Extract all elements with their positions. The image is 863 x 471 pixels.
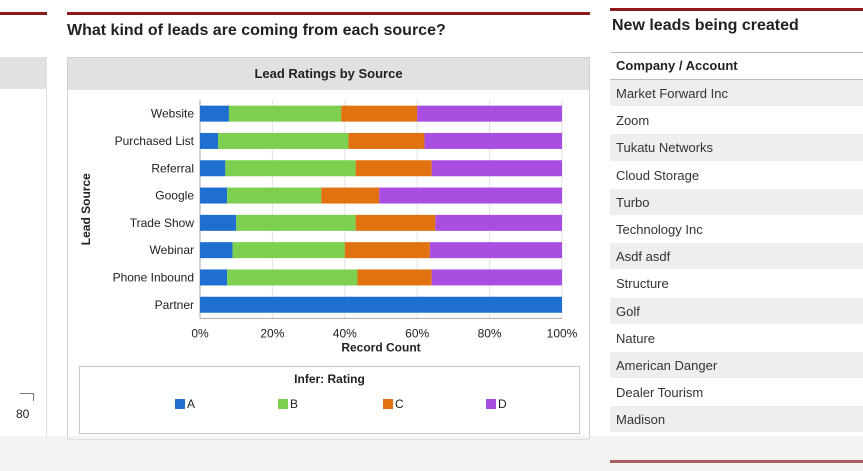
left-divider — [46, 89, 47, 437]
bottom-accent-bar — [610, 460, 863, 463]
lead-ratings-chart[interactable]: Lead Ratings by Source 0% 20% 40% 60% 80% 100… — [67, 57, 590, 440]
x-tick-label: 40% — [333, 326, 357, 340]
legend-item-d: D — [486, 397, 507, 411]
bottom-scroll-area — [0, 436, 863, 471]
table-row[interactable]: Asdf asdf — [610, 243, 863, 271]
table-row[interactable]: Turbo — [610, 188, 863, 216]
x-tick-label: 0% — [191, 326, 209, 340]
legend-swatch-a — [175, 399, 185, 409]
chart-title: Lead Ratings by Source — [68, 58, 589, 90]
right-heading: New leads being created — [612, 17, 799, 34]
legend-label-a: A — [187, 397, 196, 411]
x-tick-label: 20% — [260, 326, 284, 340]
right-accent-bar — [610, 8, 863, 11]
bar-segment-b — [227, 187, 322, 204]
chart-legend: Infer: Rating A B C D — [79, 366, 580, 434]
bar-segment-b — [232, 242, 345, 259]
bar-segment-b — [228, 105, 342, 122]
table-row[interactable]: Tukatu Networks — [610, 134, 863, 162]
bar-segment-b — [236, 214, 356, 231]
bar-segment-b — [225, 160, 356, 177]
bar-segment-c — [348, 132, 425, 149]
table-row[interactable]: Golf — [610, 297, 863, 325]
bar-segment-c — [341, 105, 418, 122]
table-row[interactable]: American Danger — [610, 351, 863, 380]
x-tick-label: 100% — [547, 326, 578, 340]
table-row[interactable]: Zoom — [610, 107, 863, 135]
bar-segment-b — [227, 269, 358, 286]
category-label: Phone Inbound — [113, 270, 194, 284]
table-row[interactable]: Structure — [610, 270, 863, 298]
leads-table: Company / Account Market Forward Inc Zoom… — [610, 52, 863, 434]
bar-segment-c — [355, 160, 432, 177]
bar-segment-d — [429, 242, 562, 259]
bar-segment-c — [357, 269, 432, 286]
y-axis-label: Lead Source — [79, 173, 93, 245]
bar-segment-c — [344, 242, 430, 259]
bar-segment-a — [200, 296, 562, 313]
table-body: Market Forward Inc Zoom Tukatu Networks Clo… — [610, 80, 863, 434]
middle-heading: What kind of leads are coming from each … — [67, 22, 446, 39]
bar-segment-a — [200, 269, 228, 286]
bar-segment-d — [379, 187, 562, 204]
left-axis-label: 80 — [16, 407, 30, 421]
table-row[interactable]: Technology Inc — [610, 215, 863, 244]
x-tick-label: 80% — [478, 326, 502, 340]
table-row[interactable]: Cloud Storage — [610, 161, 863, 189]
bar-segment-a — [200, 105, 229, 122]
bar-segment-d — [417, 105, 562, 122]
legend-item-a: A — [175, 397, 195, 411]
bar-segment-d — [435, 214, 562, 231]
bar-segment-c — [321, 187, 380, 204]
bar-segment-c — [355, 214, 436, 231]
bar-segment-d — [431, 269, 562, 286]
legend-title: Infer: Rating — [294, 372, 365, 386]
bar-segment-a — [200, 160, 226, 177]
legend-label-b: B — [290, 397, 299, 411]
table-row[interactable]: Madison — [610, 406, 863, 434]
bar-segment-a — [200, 132, 219, 149]
category-label: Referral — [151, 161, 194, 175]
chart-plot: 0% 20% 40% 60% 80% 100% Website Purchased List R… — [79, 100, 578, 354]
table-row[interactable]: Nature — [610, 324, 863, 352]
bar-segment-b — [218, 132, 349, 149]
left-axis-tick — [20, 393, 34, 401]
legend-item-b: B — [278, 397, 298, 411]
category-label: Webinar — [150, 243, 194, 257]
bar-segment-a — [200, 214, 237, 231]
legend-label-c: C — [395, 397, 404, 411]
left-panel: 80 — [0, 0, 48, 471]
column-header-company[interactable]: Company / Account — [610, 52, 863, 80]
bar-segment-a — [200, 187, 228, 204]
table-row[interactable]: Market Forward Inc — [610, 80, 863, 108]
category-label: Trade Show — [130, 216, 195, 230]
legend-swatch-b — [278, 399, 288, 409]
middle-accent-bar — [67, 12, 590, 15]
left-accent-bar — [0, 12, 47, 15]
legend-swatch-c — [383, 399, 393, 409]
legend-label-d: D — [498, 397, 507, 411]
category-label: Website — [151, 107, 194, 121]
category-label: Google — [155, 189, 194, 203]
bar-segment-d — [431, 160, 562, 177]
x-tick-label: 60% — [405, 326, 429, 340]
category-label: Partner — [155, 298, 194, 312]
legend-item-c: C — [383, 397, 404, 411]
legend-swatch-d — [486, 399, 496, 409]
category-label: Purchased List — [115, 134, 195, 148]
bar-segment-d — [424, 132, 562, 149]
table-row[interactable]: Dealer Tourism — [610, 379, 863, 407]
left-chart-header — [0, 57, 47, 89]
x-axis-label: Record Count — [341, 340, 420, 354]
bar-segment-a — [200, 242, 233, 259]
